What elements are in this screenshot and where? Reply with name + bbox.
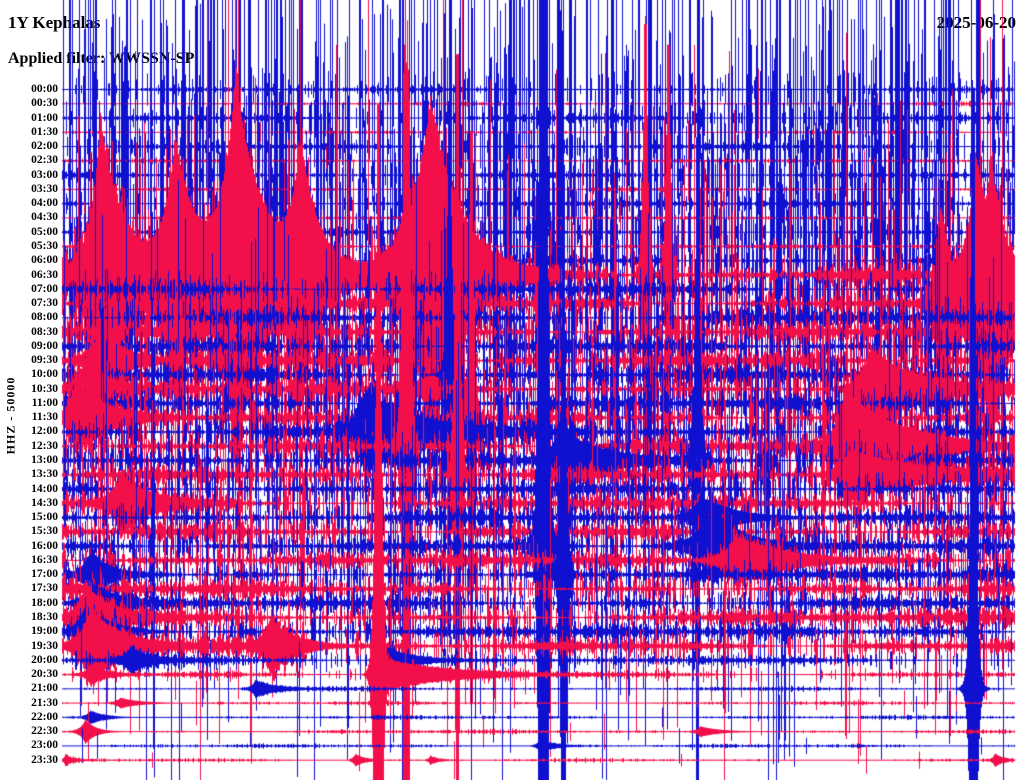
helicorder-canvas [0,0,1024,780]
helicorder-page: 1Y Kephalas Applied filter: WWSSN-SP 202… [0,0,1024,780]
